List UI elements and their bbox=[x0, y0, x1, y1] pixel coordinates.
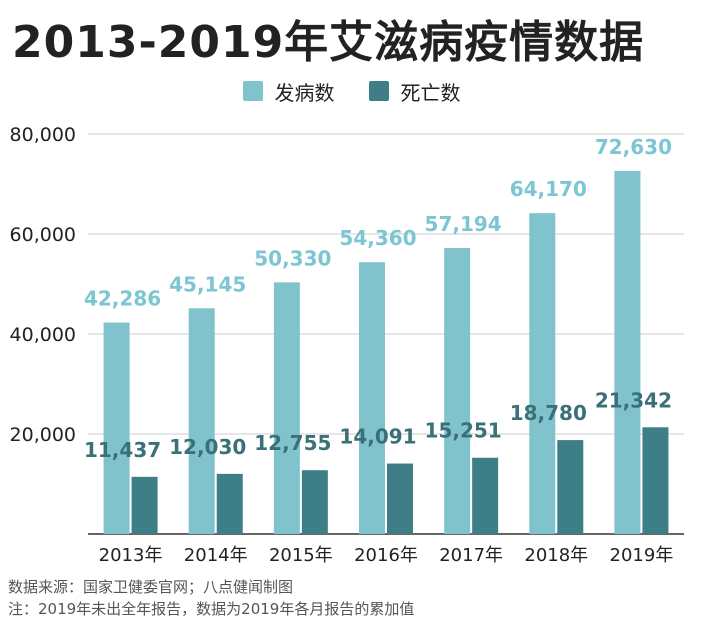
legend-swatch-incidence bbox=[242, 81, 263, 101]
x-tick-label: 2017年 bbox=[439, 545, 503, 566]
bar-incidence bbox=[444, 248, 471, 534]
bar-deaths bbox=[557, 440, 584, 534]
data-label-incidence: 45,145 bbox=[169, 272, 246, 296]
footnote: 注：2019年未出全年报告，数据为2019年各月报告的累加值 bbox=[8, 600, 415, 618]
data-label-deaths: 21,342 bbox=[595, 388, 672, 412]
bar-deaths bbox=[216, 473, 243, 534]
y-tick-label: 40,000 bbox=[10, 324, 76, 346]
y-tick-label: 80,000 bbox=[10, 124, 76, 146]
x-tick-label: 2015年 bbox=[269, 545, 333, 566]
legend-item-incidence: 发病数 bbox=[242, 77, 335, 106]
data-label-incidence: 72,630 bbox=[595, 135, 672, 159]
legend-label-incidence: 发病数 bbox=[274, 80, 335, 105]
data-label-deaths: 18,780 bbox=[510, 401, 587, 425]
bar-incidence bbox=[614, 170, 641, 534]
x-tick-label: 2019年 bbox=[610, 545, 674, 566]
bar-incidence bbox=[359, 262, 385, 534]
chart-legend: 发病数 死亡数 bbox=[0, 76, 703, 106]
data-label-incidence: 57,194 bbox=[425, 212, 502, 236]
x-tick-label: 2018年 bbox=[524, 545, 588, 566]
data-label-deaths: 15,251 bbox=[425, 419, 502, 443]
data-label-deaths: 14,091 bbox=[339, 425, 416, 449]
data-label-deaths: 12,030 bbox=[169, 435, 246, 459]
data-label-incidence: 64,170 bbox=[510, 177, 587, 201]
bar-deaths bbox=[131, 476, 158, 534]
y-tick-label: 60,000 bbox=[10, 224, 76, 246]
legend-swatch-deaths bbox=[368, 81, 389, 101]
bar-deaths bbox=[642, 427, 669, 534]
bar-deaths bbox=[472, 457, 499, 534]
bar-deaths bbox=[387, 463, 413, 534]
data-label-incidence: 42,286 bbox=[84, 287, 161, 311]
source-note: 数据来源：国家卫健委官网；八点健闻制图 bbox=[8, 578, 294, 596]
bar-incidence bbox=[529, 213, 556, 534]
data-label-deaths: 11,437 bbox=[84, 438, 161, 462]
bar-deaths bbox=[301, 470, 328, 534]
x-tick-label: 2014年 bbox=[184, 545, 248, 566]
y-tick-label: 20,000 bbox=[10, 424, 76, 446]
bar-incidence bbox=[188, 308, 215, 534]
data-label-incidence: 50,330 bbox=[254, 246, 331, 270]
data-label-incidence: 54,360 bbox=[339, 226, 416, 250]
legend-item-deaths: 死亡数 bbox=[368, 77, 461, 106]
x-tick-label: 2013年 bbox=[99, 545, 163, 566]
chart-title: 2013-2019年艾滋病疫情数据 bbox=[12, 17, 645, 68]
bar-incidence bbox=[273, 282, 300, 534]
legend-label-deaths: 死亡数 bbox=[400, 80, 461, 105]
bar-incidence bbox=[103, 322, 130, 534]
data-label-deaths: 12,755 bbox=[254, 431, 331, 455]
x-tick-label: 2016年 bbox=[354, 545, 418, 566]
